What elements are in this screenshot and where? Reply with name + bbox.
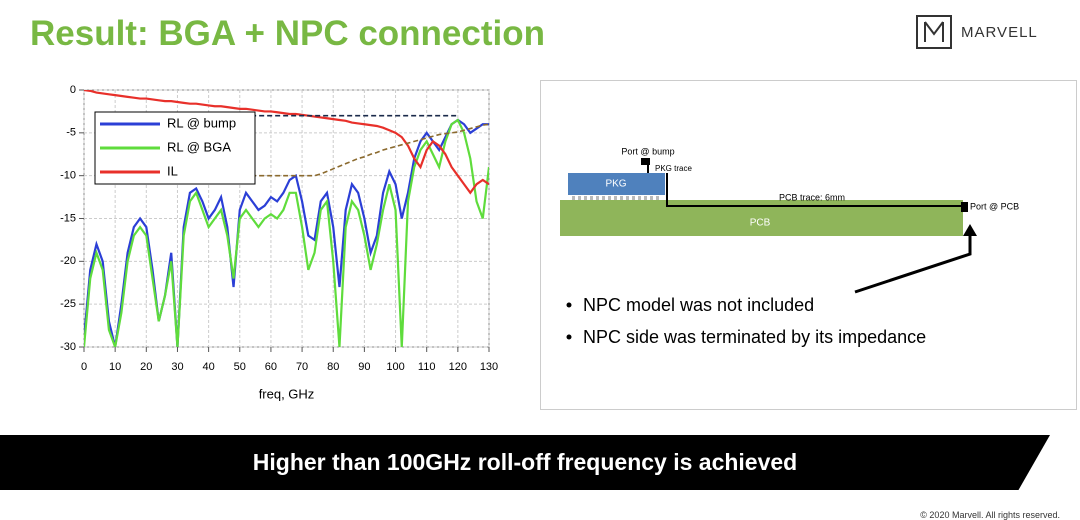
x-tick-label: 100 — [386, 361, 404, 373]
legend-label: IL — [167, 163, 178, 178]
x-tick-label: 90 — [358, 361, 370, 373]
x-tick-label: 40 — [202, 361, 214, 373]
bullet-text: NPC model was not included — [583, 295, 814, 315]
x-tick-label: 110 — [418, 361, 436, 373]
x-tick-label: 30 — [171, 361, 183, 373]
port-bump — [641, 158, 650, 165]
x-axis-label: freq, GHz — [259, 386, 315, 401]
x-tick-label: 120 — [449, 361, 467, 373]
y-tick-label: -15 — [60, 212, 76, 224]
bullet — [566, 334, 572, 340]
x-tick-label: 10 — [109, 361, 121, 373]
pkg-label: PKG — [605, 179, 626, 190]
y-tick-label: -30 — [60, 341, 76, 353]
x-tick-label: 0 — [81, 361, 87, 373]
port-pcb-label: Port @ PCB — [970, 201, 1019, 211]
logo-icon — [916, 15, 952, 49]
logo-text: MARVELL — [961, 23, 1038, 41]
series-line — [115, 123, 489, 177]
diagram-box — [540, 80, 1077, 410]
y-tick-label: -10 — [60, 170, 76, 182]
x-tick-label: 50 — [234, 361, 246, 373]
arrow-head — [963, 224, 977, 236]
x-tick-label: 80 — [327, 361, 339, 373]
port-bump-label: Port @ bump — [621, 146, 674, 156]
chart: 0 -5 -10 -15 -20 -25 -30 0 10 20 30 40 50 60 70 80 90 100… — [60, 84, 498, 402]
slide-title: Result: BGA + NPC connection — [30, 14, 546, 53]
pcb-trace-label: PCB trace: 6mm — [779, 192, 845, 202]
y-tick-label: -20 — [60, 255, 76, 267]
x-tick-label: 130 — [480, 361, 498, 373]
footer: © 2020 Marvell. All rights reserved. — [920, 510, 1060, 520]
logo: MARVELL — [915, 14, 1038, 50]
series-line — [84, 118, 489, 347]
banner: Higher than 100GHz roll-off frequency is… — [0, 435, 1050, 490]
x-tick-label: 60 — [265, 361, 277, 373]
legend-label: RL @ bump — [167, 115, 236, 130]
pkg-block — [568, 173, 665, 195]
series-line — [84, 90, 489, 195]
y-tick-label: -25 — [60, 298, 76, 310]
x-tick-label: 70 — [296, 361, 308, 373]
pcb-label: PCB — [750, 218, 771, 229]
diagram: PKG PCB Port @ bump PKG trace PCB trace:… — [560, 146, 1019, 347]
port-pcb — [961, 202, 968, 212]
traces — [647, 165, 963, 207]
legend-label: RL @ BGA — [167, 139, 231, 154]
arrow — [854, 232, 972, 294]
x-tick-label: 20 — [140, 361, 152, 373]
bullet-text: NPC side was terminated by its impedance — [583, 327, 926, 347]
pkg-trace-label: PKG trace — [655, 164, 692, 173]
y-tick-label: 0 — [70, 84, 76, 96]
bullet — [566, 302, 572, 308]
y-tick-label: -5 — [66, 127, 76, 139]
